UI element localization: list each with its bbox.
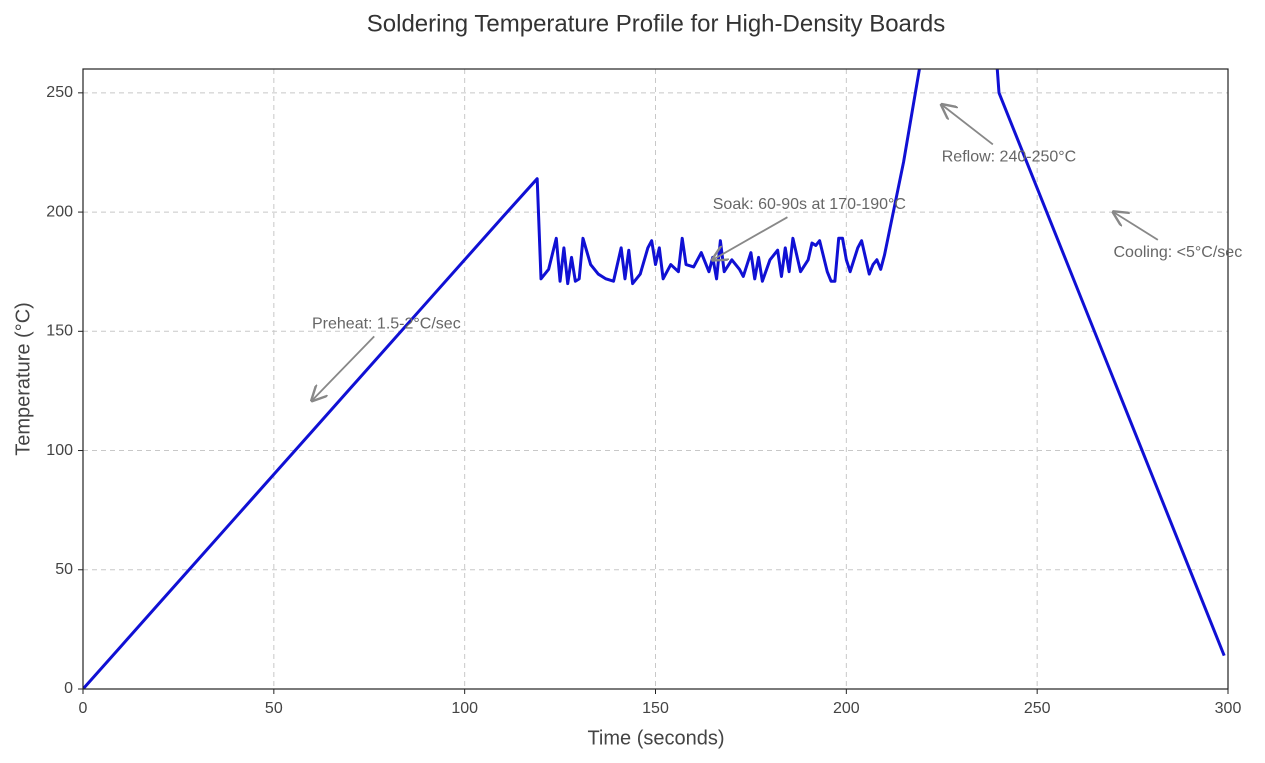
y-tick-label: 250 [46,84,73,101]
y-tick-label: 100 [46,442,73,459]
grid [82,69,1229,690]
plot-area [83,69,1226,689]
annotation-arrow [942,105,994,146]
x-tick-label: 200 [833,700,860,717]
x-tick-label: 300 [1215,700,1242,717]
temperature-line [83,69,1226,689]
y-axis-label: Temperature (°C) [12,302,34,456]
y-tick-label: 0 [64,680,73,697]
annotation-arrow [713,216,788,260]
y-tick-label: 50 [55,561,73,578]
annotation-arrow [1114,212,1159,241]
chart-title: Soldering Temperature Profile for High-D… [367,10,946,37]
x-tick-label: 100 [451,700,478,717]
annotation-arrow [312,335,375,400]
annotation-text: Soak: 60-90s at 170-190°C [713,196,906,213]
y-tick-label: 200 [46,203,73,220]
y-tick-label: 150 [46,323,73,340]
annotations: Preheat: 1.5-2°C/sec Soak: 60-90s at 170-… [312,105,1242,401]
x-tick-label: 250 [1024,700,1051,717]
x-tick-label: 150 [642,700,669,717]
x-tick-label: 50 [265,700,283,717]
x-axis-label: Time (seconds) [587,727,724,749]
annotation-text: Reflow: 240-250°C [942,148,1076,165]
annotation-text: Cooling: <5°C/sec [1114,244,1243,261]
annotation-text: Preheat: 1.5-2°C/sec [312,315,461,332]
x-tick-label: 0 [79,700,88,717]
